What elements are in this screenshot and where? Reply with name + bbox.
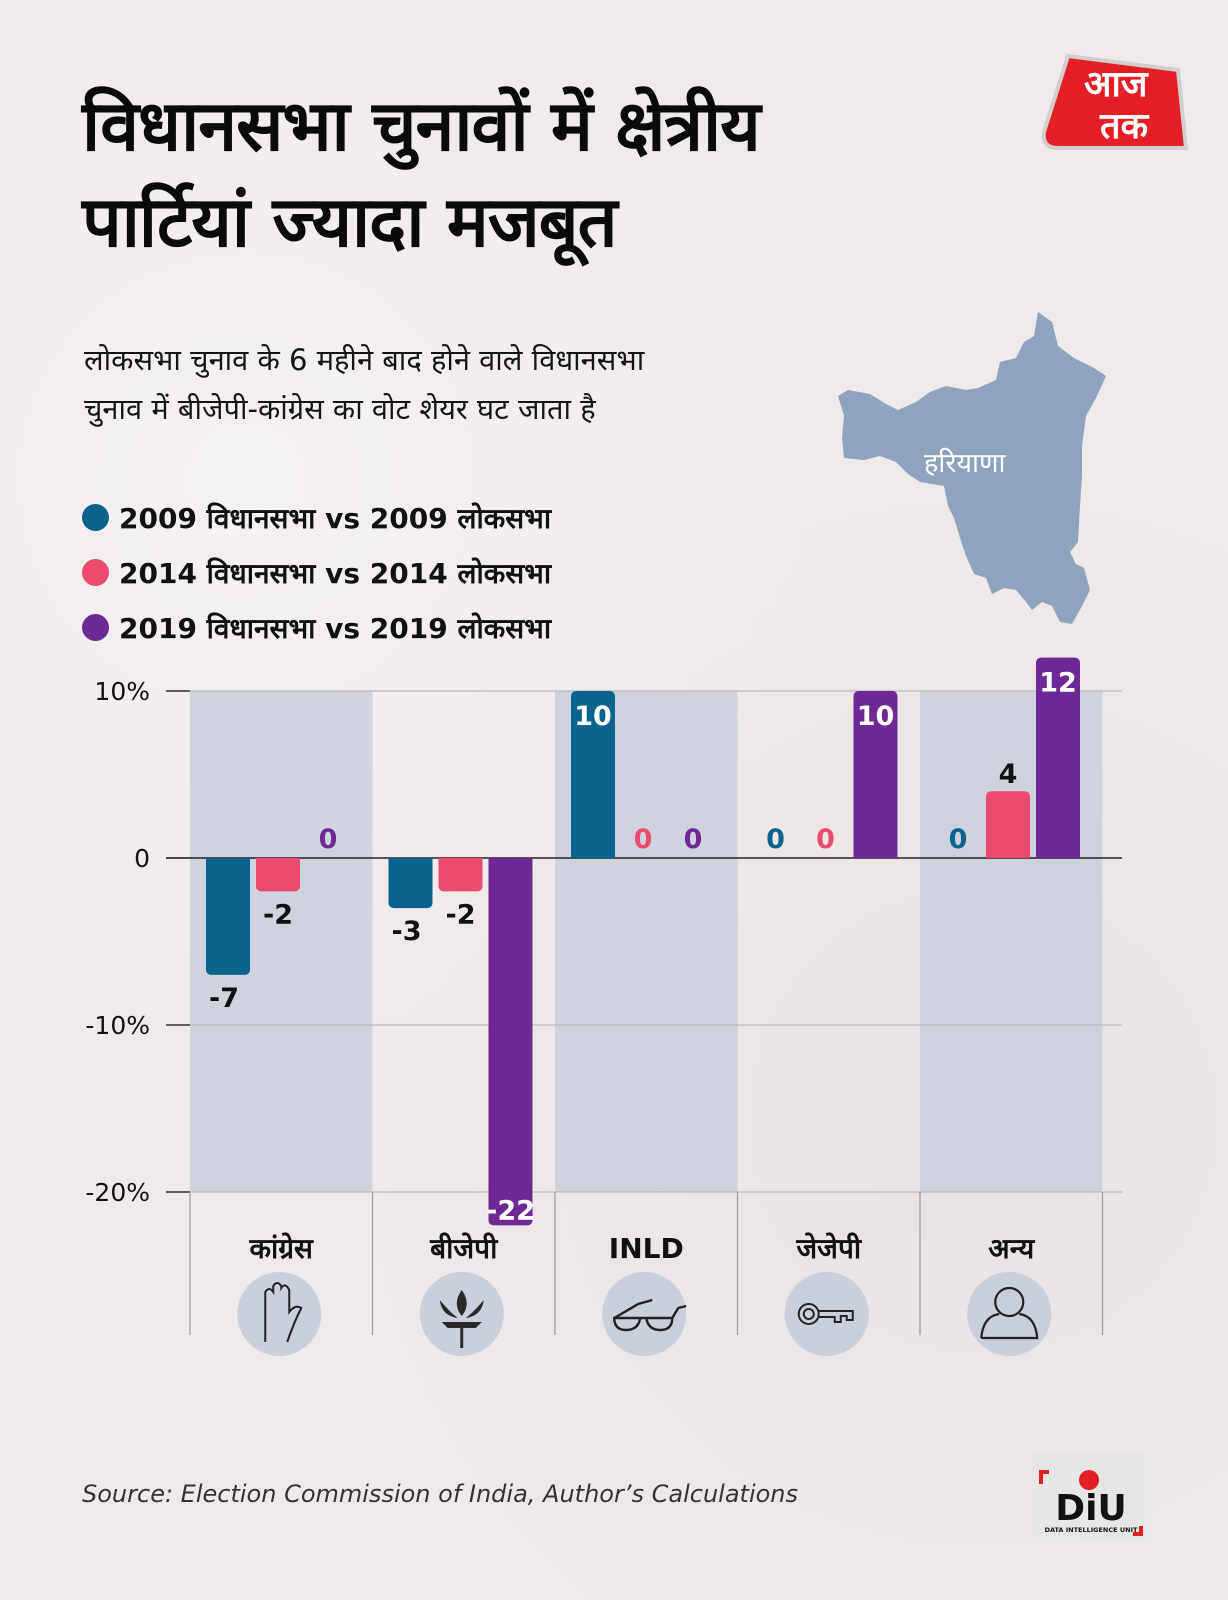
diu-logo-bracket-left xyxy=(1039,1470,1049,1484)
bar xyxy=(438,858,483,892)
bar-value-label: -22 xyxy=(486,1195,535,1226)
legend-item-2014: 2014 विधानसभा vs 2014 लोकसभा xyxy=(82,545,551,600)
person-body-icon xyxy=(980,1312,1039,1340)
bar-value-label: 0 xyxy=(319,824,338,855)
bar xyxy=(206,858,250,975)
bar-base xyxy=(438,858,483,864)
diu-logo-subtext: DATA INTELLIGENCE UNIT xyxy=(1045,1526,1138,1534)
bar-value-label: -3 xyxy=(392,916,422,947)
aajtak-logo-badge xyxy=(1041,53,1189,150)
key-icon xyxy=(797,1303,820,1325)
bar xyxy=(1036,657,1080,858)
bar xyxy=(388,858,433,909)
page-title: विधानसभा चुनावों में क्षेत्रीय पार्टियां… xyxy=(82,78,1002,270)
category-icon-bg xyxy=(967,1272,1052,1356)
y-tick-label: -10% xyxy=(85,1011,150,1040)
person-icon xyxy=(994,1286,1025,1318)
bar-value-label: -7 xyxy=(209,983,239,1014)
category-icon-bg xyxy=(602,1272,687,1356)
diu-logo-fingerprint-icon xyxy=(1079,1470,1099,1490)
diu-logo-text: DiU xyxy=(1055,1488,1126,1529)
bar xyxy=(571,691,615,858)
y-tick-label: 0 xyxy=(134,844,150,873)
bar-base xyxy=(206,858,250,864)
legend-item-2009: 2009 विधानसभा vs 2009 लोकसभा xyxy=(82,490,551,545)
bar-value-label: 0 xyxy=(684,824,703,855)
lotus-icon xyxy=(439,1290,484,1328)
bar-base xyxy=(1036,852,1080,858)
bar-base xyxy=(256,858,300,864)
spectacles-icon xyxy=(613,1298,687,1332)
aajtak-logo-text-2: तक xyxy=(1099,106,1150,147)
aajtak-logo-text-1: आज xyxy=(1084,64,1149,105)
key-blade-icon xyxy=(818,1310,854,1323)
legend-dot-2009-icon xyxy=(82,504,109,531)
source-note: Source: Election Commission of India, Au… xyxy=(82,1480,799,1508)
y-tick-label: 10% xyxy=(94,677,150,706)
category-icon-bg xyxy=(784,1272,869,1356)
bar-value-label: 10 xyxy=(857,701,895,732)
chart-legend: 2009 विधानसभा vs 2009 लोकसभा 2014 विधानस… xyxy=(82,490,551,655)
bar xyxy=(853,691,898,858)
bar-value-label: 12 xyxy=(1039,668,1077,699)
category-label: INLD xyxy=(609,1232,684,1265)
bar xyxy=(986,791,1030,858)
haryana-map-shape xyxy=(838,312,1106,624)
category-label: कांग्रेस xyxy=(249,1232,315,1265)
diu-logo-bg xyxy=(1031,1452,1151,1542)
subtitle-line-2: चुनाव में बीजेपी-कांग्रेस का वोट शेयर घट… xyxy=(84,392,596,426)
category-label: अन्य xyxy=(988,1232,1036,1265)
bar-value-label: -2 xyxy=(263,899,293,930)
bar-base xyxy=(986,852,1030,858)
legend-label-2019: 2019 विधानसभा vs 2019 लोकसभा xyxy=(119,611,552,645)
hand-icon xyxy=(264,1282,303,1343)
bar xyxy=(256,858,300,892)
diu-logo: DiU DATA INTELLIGENCE UNIT xyxy=(1031,1452,1151,1542)
title-line-2: पार्टियां ज्यादा मजबूत xyxy=(82,181,618,263)
bar-value-label: 0 xyxy=(766,824,785,855)
bar-value-label: 4 xyxy=(999,759,1018,790)
haryana-map: हरियाणा xyxy=(838,312,1106,624)
bar-base xyxy=(571,852,615,858)
diu-logo-bracket-right xyxy=(1133,1526,1143,1536)
aajtak-logo: आज तक xyxy=(1041,53,1189,150)
subtitle: लोकसभा चुनाव के 6 महीने बाद होने वाले वि… xyxy=(84,336,844,434)
legend-dot-2019-icon xyxy=(82,614,109,641)
bar xyxy=(488,858,533,1226)
bar-base xyxy=(853,852,898,858)
bar-base xyxy=(388,858,433,864)
bar-value-label: 0 xyxy=(634,824,653,855)
category-label: बीजेपी xyxy=(429,1232,499,1265)
legend-dot-2014-icon xyxy=(82,559,109,586)
legend-item-2019: 2019 विधानसभा vs 2019 लोकसभा xyxy=(82,600,551,655)
key-ring-icon xyxy=(802,1308,815,1320)
title-line-1: विधानसभा चुनावों में क्षेत्रीय xyxy=(82,85,761,167)
category-label: जेजेपी xyxy=(795,1232,862,1265)
legend-label-2009: 2009 विधानसभा vs 2009 लोकसभा xyxy=(119,501,552,535)
bar-value-label: -2 xyxy=(446,899,476,930)
bar-value-label: 0 xyxy=(949,824,968,855)
bar-value-label: 10 xyxy=(574,701,612,732)
subtitle-line-1: लोकसभा चुनाव के 6 महीने बाद होने वाले वि… xyxy=(84,343,645,377)
y-tick-label: -20% xyxy=(85,1178,150,1207)
category-icon-bg xyxy=(237,1272,322,1356)
haryana-map-label: हरियाणा xyxy=(924,447,1007,479)
bar-base xyxy=(488,858,533,864)
bar-value-label: 0 xyxy=(816,824,835,855)
legend-label-2014: 2014 विधानसभा vs 2014 लोकसभा xyxy=(119,556,552,590)
